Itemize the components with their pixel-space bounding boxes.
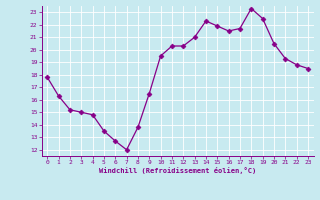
X-axis label: Windchill (Refroidissement éolien,°C): Windchill (Refroidissement éolien,°C): [99, 167, 256, 174]
